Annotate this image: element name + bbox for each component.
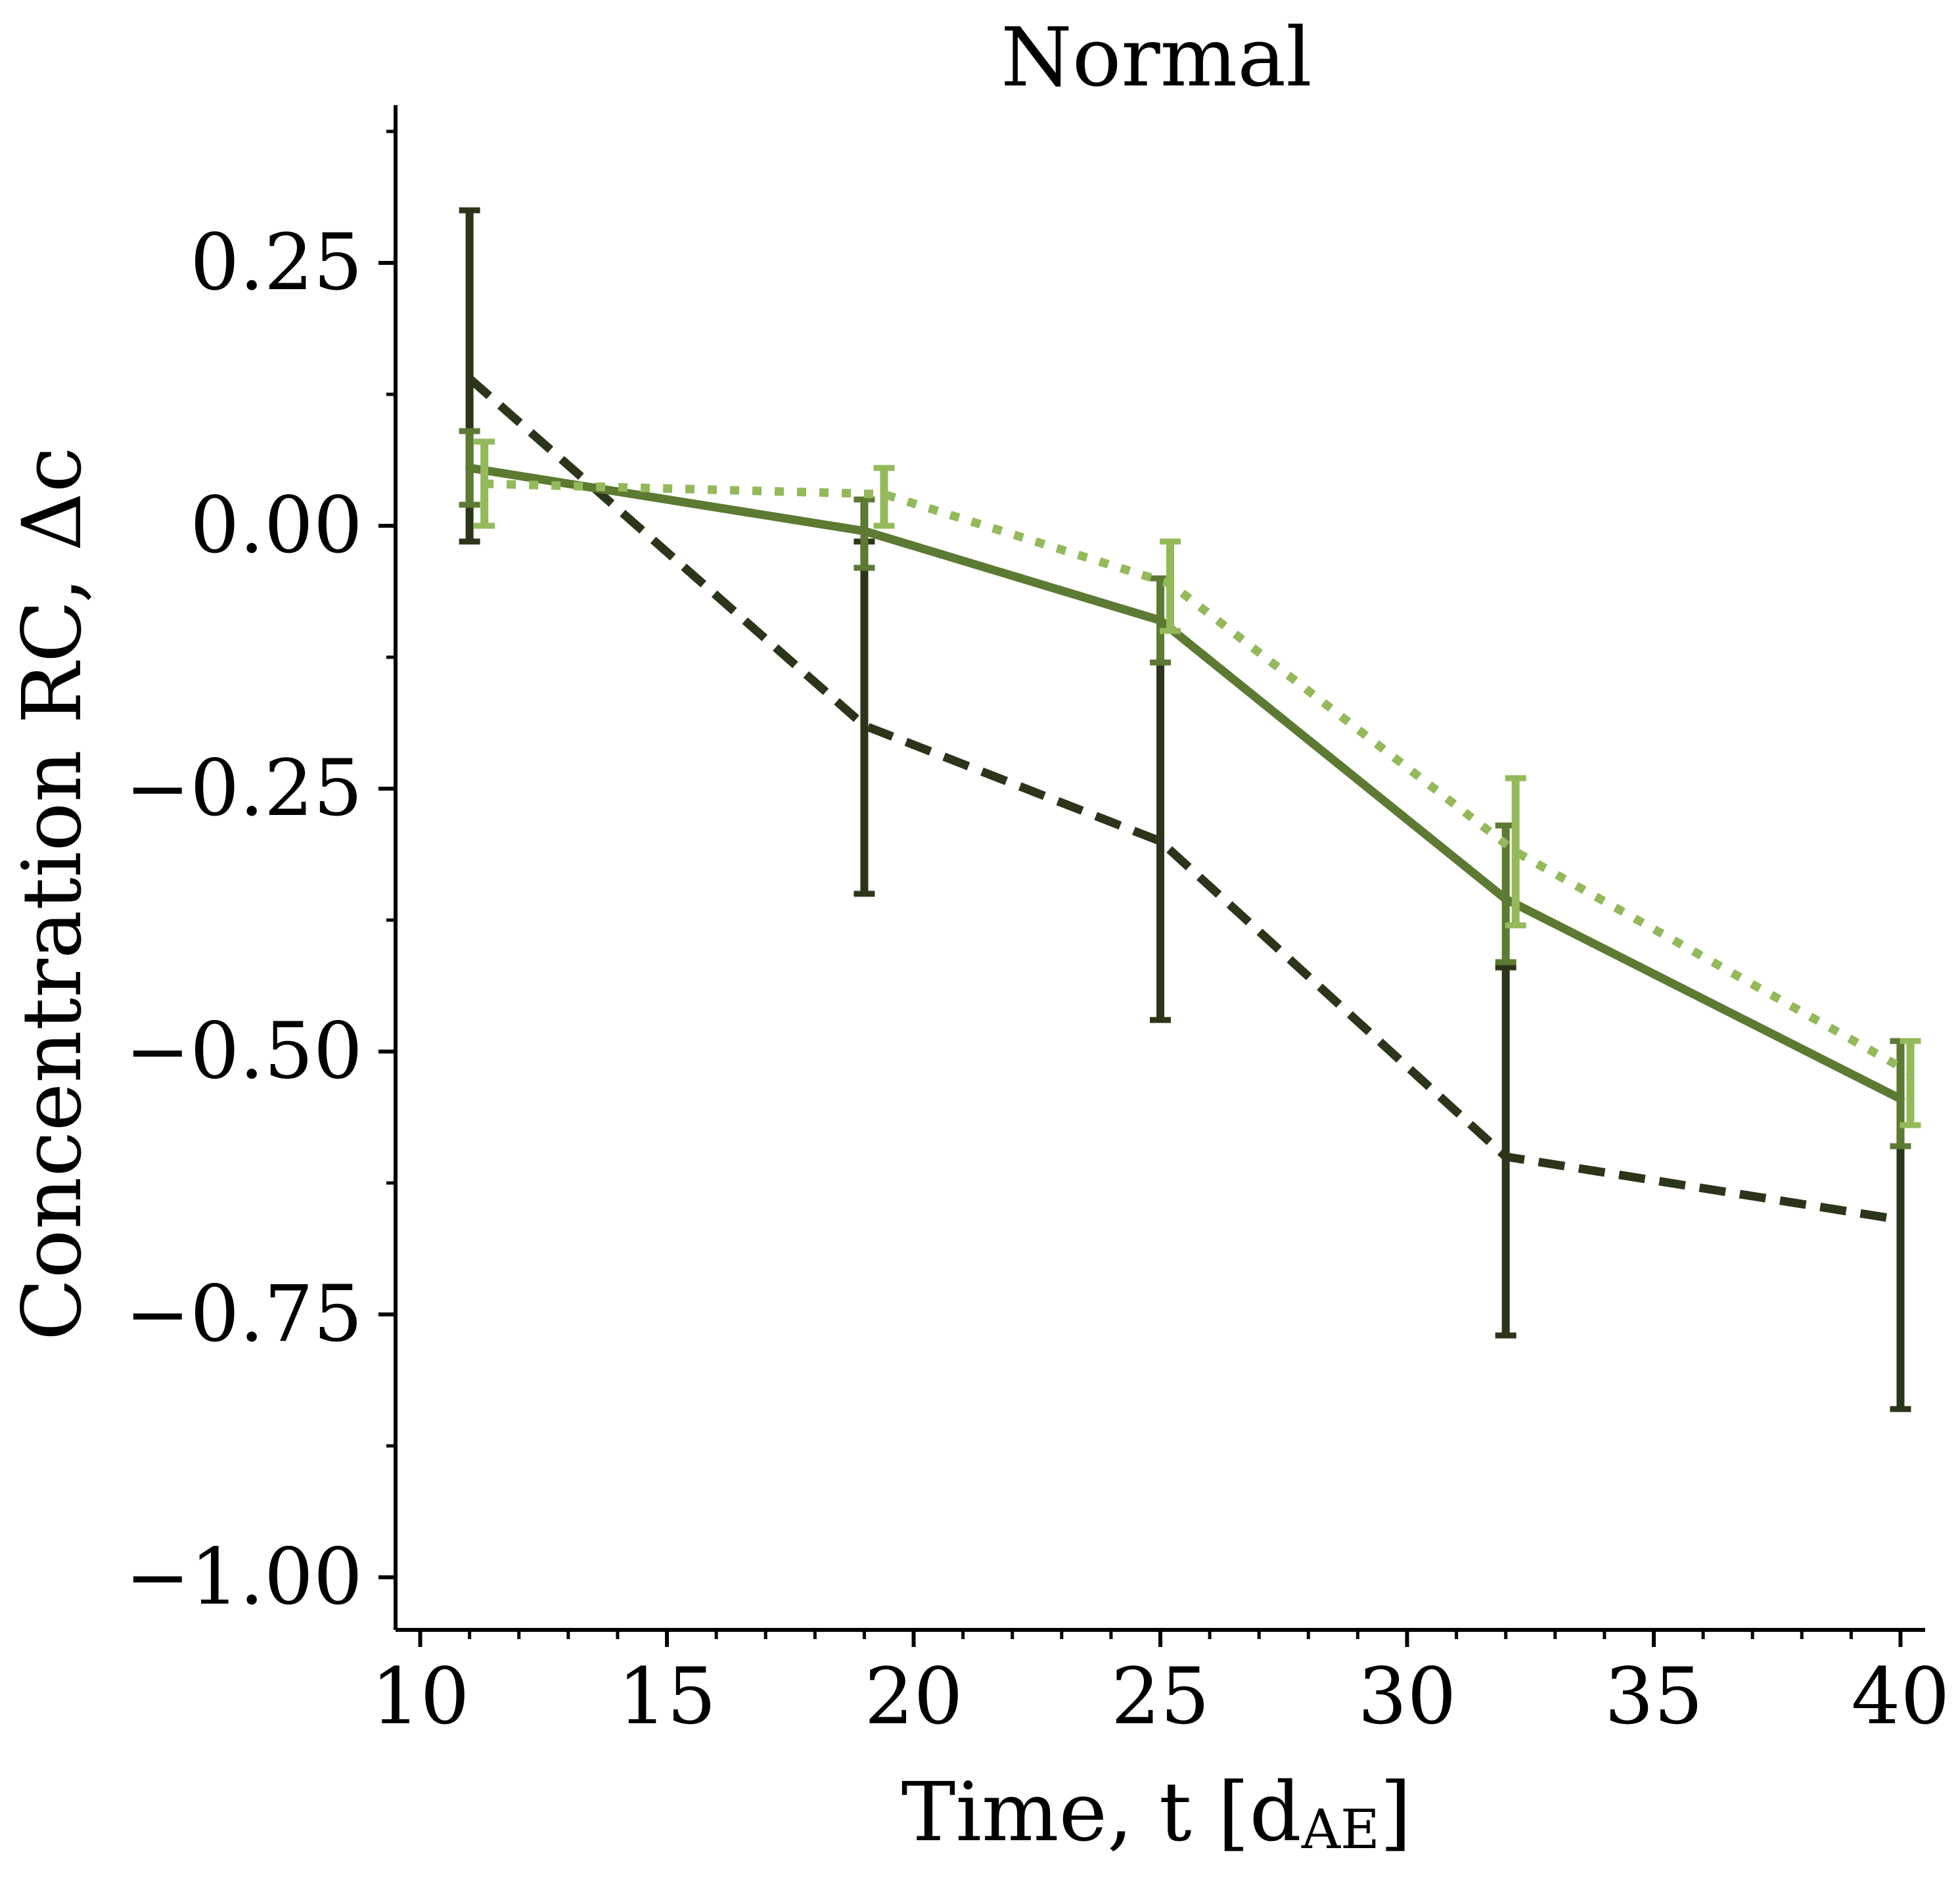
y-tick-label: −1.00 [125,1531,363,1622]
x-axis-title: Time, t [dAE] [901,1765,1412,1861]
series-dotted [474,438,1921,1128]
x-tick-label: 30 [1357,1651,1456,1742]
y-tick-label: −0.75 [125,1268,363,1359]
x-tick-label: 15 [618,1651,716,1742]
series-solid [459,428,1911,1149]
y-axis-title: Concentration RC, Δc [5,447,100,1341]
y-tick-label: 0.25 [190,217,363,308]
x-tick-label: 20 [864,1651,963,1742]
x-tick-label: 25 [1111,1651,1210,1742]
x-axis-title-main: Time, t [d [901,1765,1302,1860]
y-tick-label: −0.25 [125,743,363,833]
series-line [465,463,1905,1103]
x-tick-label: 35 [1605,1651,1703,1742]
chart-title: Normal [1001,11,1312,105]
x-tick-label: 10 [371,1651,469,1742]
series-dashed [459,207,1911,1412]
y-tick-label: 0.00 [190,480,363,570]
y-tick-label: −0.50 [125,1006,363,1096]
series-line [467,375,1902,1224]
series-line [484,479,1913,1077]
x-axis-title-close: ] [1380,1765,1411,1860]
axis-ticks: 10 15 20 25 30 35 40 0.25 0.00 −0.25 −0.50 −0.75 −1.… [125,129,1950,1742]
series-group [459,207,1921,1412]
x-axis-title-subscript: AE [1301,1799,1380,1861]
x-tick-label: 40 [1851,1651,1949,1742]
